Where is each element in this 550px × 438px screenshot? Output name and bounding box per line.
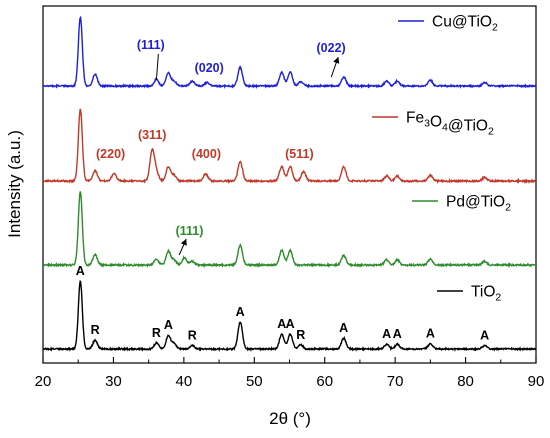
traces-group [42, 15, 537, 352]
annotation-label: (511) [285, 147, 314, 161]
legend-label: Cu@TiO2 [432, 14, 498, 34]
legend-label: TiO2 [471, 284, 501, 304]
annotation-label: (220) [96, 147, 125, 161]
x-tick-label: 30 [105, 373, 122, 390]
series-line [42, 15, 537, 89]
series-line [42, 108, 537, 185]
legends-group: Cu@TiO2 Fe3O4@TiO2 Pd@TiO2 TiO2 [372, 14, 511, 304]
x-axis-label: 2θ (°) [269, 409, 311, 428]
annotation-label: (400) [192, 147, 221, 161]
annotation-label: R [91, 323, 100, 337]
annotation-label: R [296, 328, 305, 342]
annotation-arrow [155, 53, 159, 81]
x-tick-label: 80 [457, 373, 474, 390]
annotation-label: A [286, 317, 295, 331]
x-tick-label: 40 [176, 373, 193, 390]
x-tick-label: 70 [387, 373, 404, 390]
annotation-arrowhead [333, 57, 340, 64]
annotation-label: A [164, 318, 173, 332]
series-line [42, 191, 537, 269]
annotation-label: A [277, 317, 286, 331]
annotation-label: A [426, 327, 435, 341]
annotation-label: A [339, 321, 348, 335]
annotation-label: A [76, 264, 85, 278]
annotation-label: A [382, 327, 391, 341]
legend-label: Pd@TiO2 [446, 194, 511, 214]
annotation-label: (311) [138, 128, 167, 142]
annotation-label: (020) [195, 61, 224, 75]
annotation-label: R [152, 326, 161, 340]
annotation-arrowhead [180, 239, 187, 246]
plot-frame [42, 5, 537, 364]
x-tick-label: 20 [35, 373, 52, 390]
x-tick-label: 60 [316, 373, 333, 390]
annotation-label: A [393, 327, 402, 341]
annotation-label: (111) [176, 224, 204, 238]
annotation-label: A [236, 305, 245, 319]
x-ticks-group: 20 30 40 50 60 70 80 90 [35, 357, 545, 390]
annotation-label: R [188, 329, 197, 343]
y-axis-label: Intensity (a.u.) [5, 130, 24, 238]
series-line [42, 280, 537, 352]
x-tick-label: 50 [246, 373, 263, 390]
annotation-label: A [480, 329, 489, 343]
annotations-group: (111) (020) (022) (220) (311) (400) (511) (111)… [76, 38, 489, 343]
annotation-label: (022) [317, 41, 346, 55]
legend-label: Fe3O4@TiO2 [406, 110, 494, 138]
x-tick-label: 90 [528, 373, 545, 390]
annotation-label: (111) [137, 38, 165, 52]
